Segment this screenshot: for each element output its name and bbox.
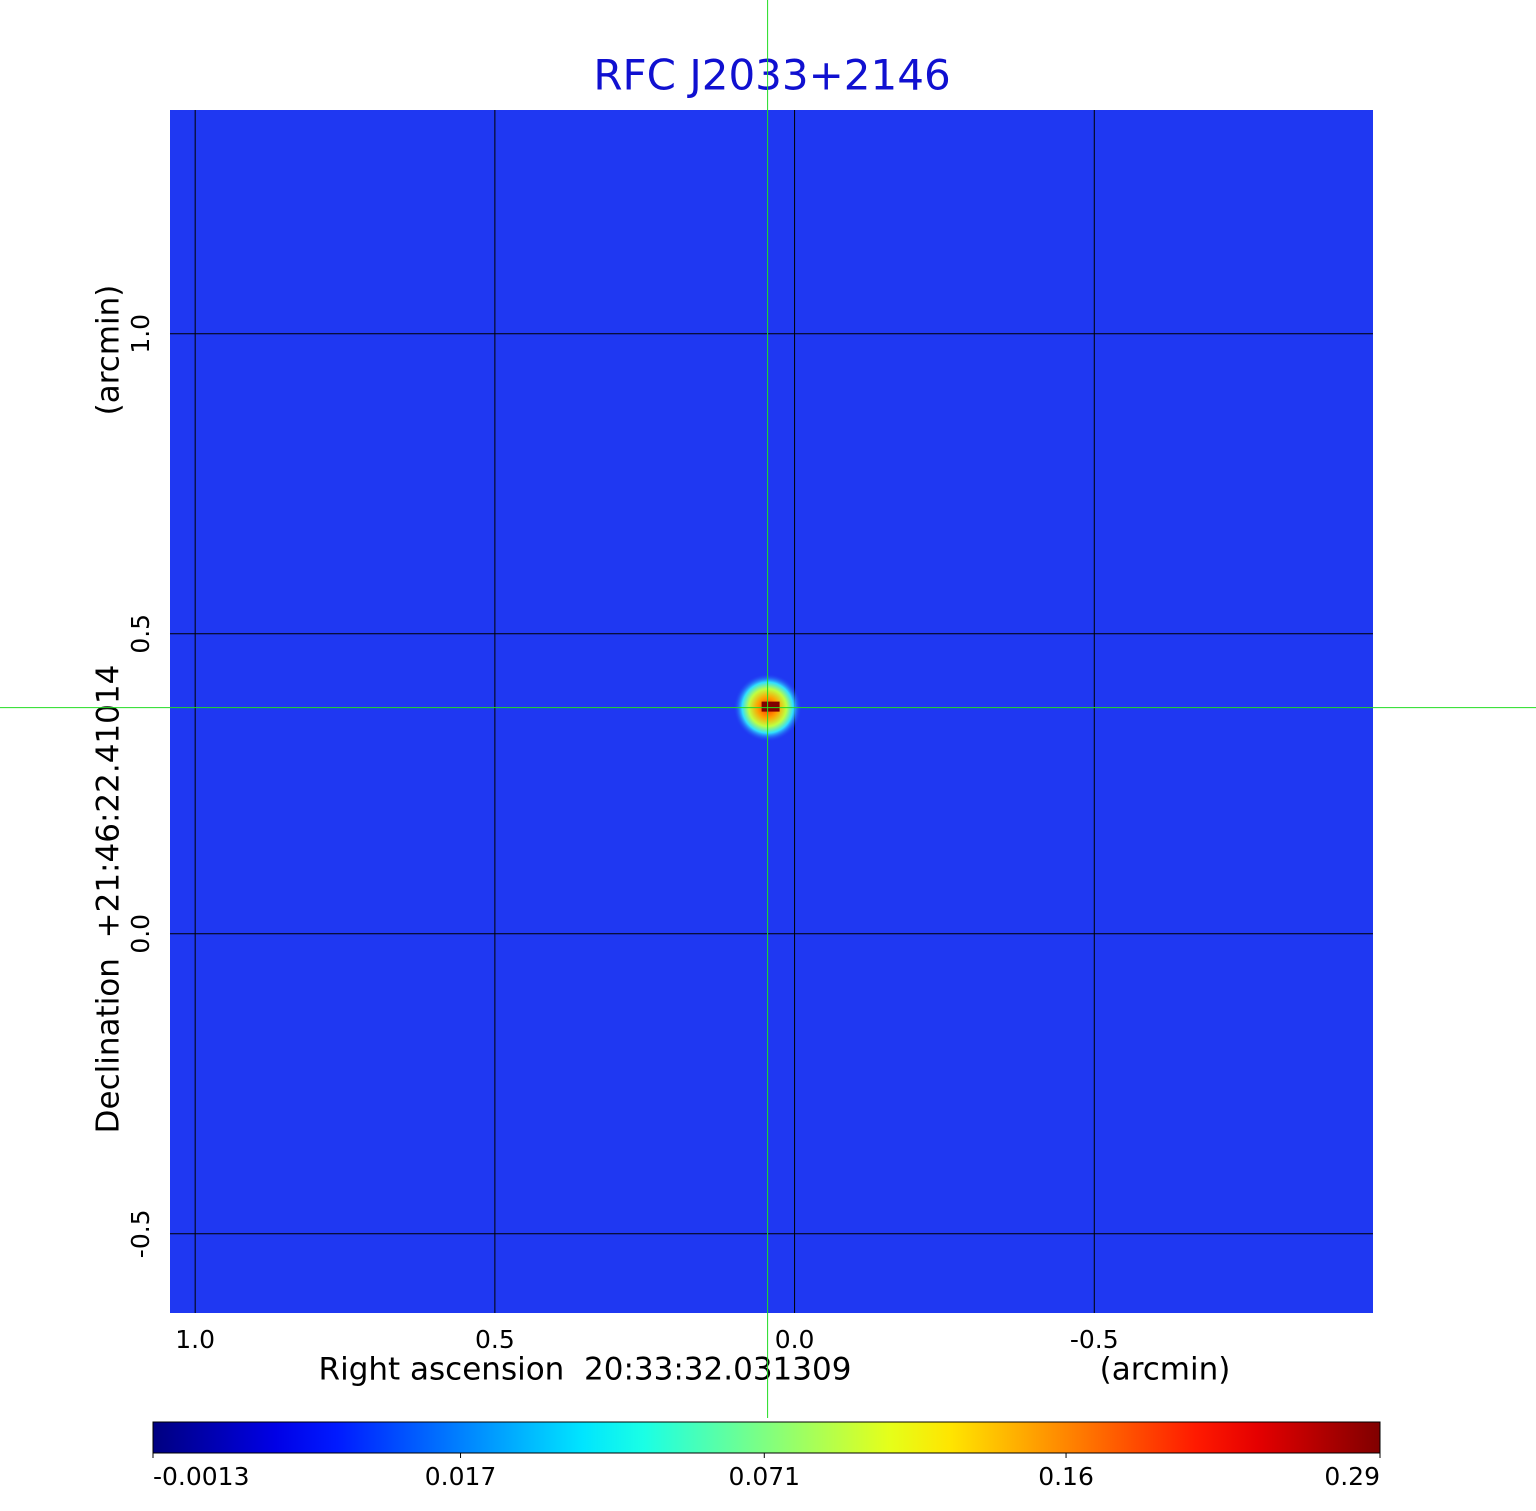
x-tick-label: -0.5	[1070, 1325, 1119, 1354]
colorbar	[152, 1421, 1381, 1454]
x-tick-label: 0.0	[775, 1325, 815, 1354]
colorbar-tick-label: 0.29	[1324, 1462, 1380, 1491]
y-tick-label: 0.0	[126, 914, 155, 954]
y-tick-label: -0.5	[126, 1209, 155, 1258]
x-axis-unit: (arcmin)	[1100, 1352, 1231, 1388]
source-peak	[761, 701, 780, 712]
colorbar-tick-label: 0.071	[728, 1462, 800, 1491]
x-tick-label: 1.0	[175, 1325, 215, 1354]
colorbar-tick-label: 0.017	[425, 1462, 497, 1491]
y-axis-label: Declination +21:46:22.41014	[91, 665, 127, 1134]
x-axis-label: Right ascension 20:33:32.031309	[319, 1352, 852, 1388]
colorbar-tick-label: -0.0013	[153, 1462, 250, 1491]
colorbar-tick-label: 0.16	[1038, 1462, 1094, 1491]
x-tick-label: 0.5	[475, 1325, 515, 1354]
y-tick-label: 0.5	[126, 614, 155, 654]
y-tick-label: 1.0	[126, 314, 155, 354]
chart-title: RFC J2033+2146	[593, 51, 950, 100]
y-axis-unit: (arcmin)	[91, 285, 127, 416]
